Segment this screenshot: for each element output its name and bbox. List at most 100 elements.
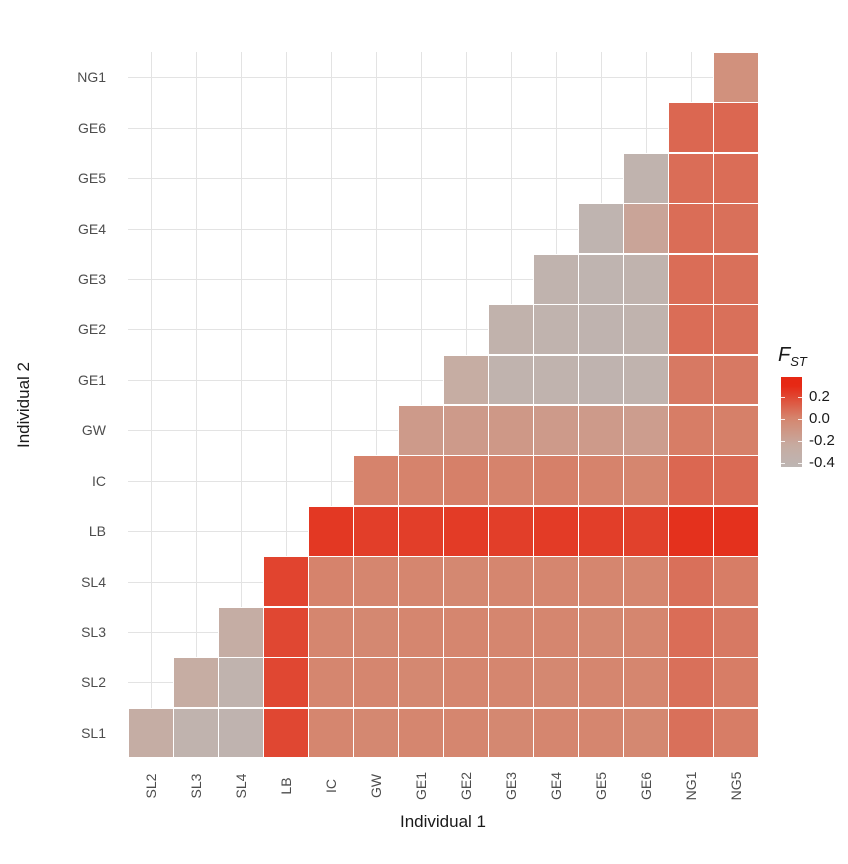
heatmap-cell: [623, 505, 669, 557]
panel-gridline-vertical: [195, 52, 197, 758]
y-tick-label: GE1: [77, 371, 106, 388]
x-tick-label: SL4: [232, 773, 249, 799]
legend-title: FST: [778, 344, 807, 369]
panel-gridline-vertical: [330, 52, 332, 758]
heatmap-cell: [668, 102, 714, 154]
legend-title-subscript: ST: [790, 354, 807, 369]
y-tick-label: NG1: [77, 69, 106, 86]
y-tick-label: IC: [92, 472, 106, 489]
heatmap-cell: [668, 707, 714, 759]
heatmap-cell: [578, 354, 624, 406]
x-tick-label: SL3: [187, 773, 204, 799]
heatmap-cell: [623, 707, 669, 759]
heatmap-cell: [353, 606, 399, 658]
x-tick-label: SL2: [142, 773, 159, 799]
heatmap-cell: [713, 52, 759, 103]
heatmap-cell: [263, 707, 309, 759]
heatmap-cell: [713, 405, 759, 456]
heatmap-cell: [128, 707, 174, 759]
heatmap-cell: [713, 253, 759, 305]
heatmap-cell: [308, 606, 354, 658]
y-tick-label: GE4: [77, 220, 106, 237]
heatmap-cell: [713, 102, 759, 154]
x-tick-label: GE3: [502, 771, 519, 801]
heatmap-cell: [308, 657, 354, 709]
heatmap-cell: [623, 606, 669, 658]
heatmap-cell: [668, 657, 714, 709]
heatmap-cell: [533, 253, 579, 305]
y-tick-label: SL1: [81, 724, 106, 741]
heatmap-cell: [443, 455, 489, 507]
heatmap-cell: [533, 707, 579, 759]
heatmap-cell: [218, 606, 264, 658]
colorbar-tick-mark: [798, 418, 802, 420]
colorbar-tick-mark: [781, 396, 785, 398]
heatmap-cell: [623, 304, 669, 356]
heatmap-cell: [668, 455, 714, 507]
colorbar-tick-label: 0.2: [809, 387, 830, 405]
heatmap-cell: [578, 657, 624, 709]
heatmap-cell: [488, 354, 534, 406]
heatmap-cell: [668, 152, 714, 204]
y-tick-label: LB: [88, 523, 106, 540]
heatmap-cell: [713, 455, 759, 507]
heatmap-cell: [353, 455, 399, 507]
x-tick-label: GE4: [547, 771, 564, 801]
x-tick-label: GE2: [457, 771, 474, 801]
heatmap-cell: [713, 505, 759, 557]
panel-gridline-horizontal: [128, 278, 758, 280]
heatmap-cell: [533, 606, 579, 658]
heatmap-cell: [668, 253, 714, 305]
heatmap-cell: [623, 253, 669, 305]
heatmap-cell: [578, 606, 624, 658]
heatmap-cell: [623, 405, 669, 456]
heatmap-cell: [443, 606, 489, 658]
panel-gridline-vertical: [285, 52, 287, 758]
heatmap-cell: [713, 354, 759, 406]
x-axis-title: Individual 1: [399, 812, 487, 831]
panel-gridline-vertical: [375, 52, 377, 758]
heatmap-cell: [263, 556, 309, 608]
colorbar-tick-mark: [798, 396, 802, 398]
heatmap-cell: [668, 405, 714, 456]
heatmap-cell: [308, 556, 354, 608]
heatmap-cell: [623, 556, 669, 608]
heatmap-cell: [533, 354, 579, 406]
heatmap-cell: [623, 152, 669, 204]
y-tick-label: SL4: [81, 573, 106, 590]
heatmap-cell: [623, 455, 669, 507]
heatmap-cell: [488, 304, 534, 356]
heatmap-cell: [713, 707, 759, 759]
heatmap-cell: [578, 556, 624, 608]
heatmap-cell: [353, 556, 399, 608]
x-tick-label: GE6: [637, 771, 654, 801]
heatmap-cell: [623, 354, 669, 406]
heatmap-cell: [398, 657, 444, 709]
heatmap-cell: [488, 707, 534, 759]
y-tick-label: GE3: [77, 270, 106, 287]
heatmap-cell: [623, 657, 669, 709]
heatmap-cell: [173, 657, 219, 709]
panel-gridline-horizontal: [128, 178, 758, 180]
heatmap-cell: [713, 152, 759, 204]
heatmap-cell: [218, 707, 264, 759]
panel-gridline-vertical: [150, 52, 152, 758]
heatmap-cell: [353, 505, 399, 557]
colorbar-tick-mark: [781, 462, 785, 464]
heatmap-cell: [398, 707, 444, 759]
heatmap-cell: [488, 657, 534, 709]
x-tick-label: GE5: [592, 771, 609, 801]
heatmap-cell: [533, 556, 579, 608]
heatmap-cell: [578, 304, 624, 356]
heatmap-cell: [488, 505, 534, 557]
heatmap-cell: [488, 455, 534, 507]
heatmap-cell: [353, 657, 399, 709]
heatmap-cell: [668, 556, 714, 608]
x-tick-label: GE1: [412, 771, 429, 801]
heatmap-cell: [308, 707, 354, 759]
colorbar-gradient: [781, 377, 802, 467]
heatmap-cell: [578, 505, 624, 557]
heatmap-cell: [398, 405, 444, 456]
y-tick-label: SL3: [81, 623, 106, 640]
y-tick-label: GE2: [77, 321, 106, 338]
